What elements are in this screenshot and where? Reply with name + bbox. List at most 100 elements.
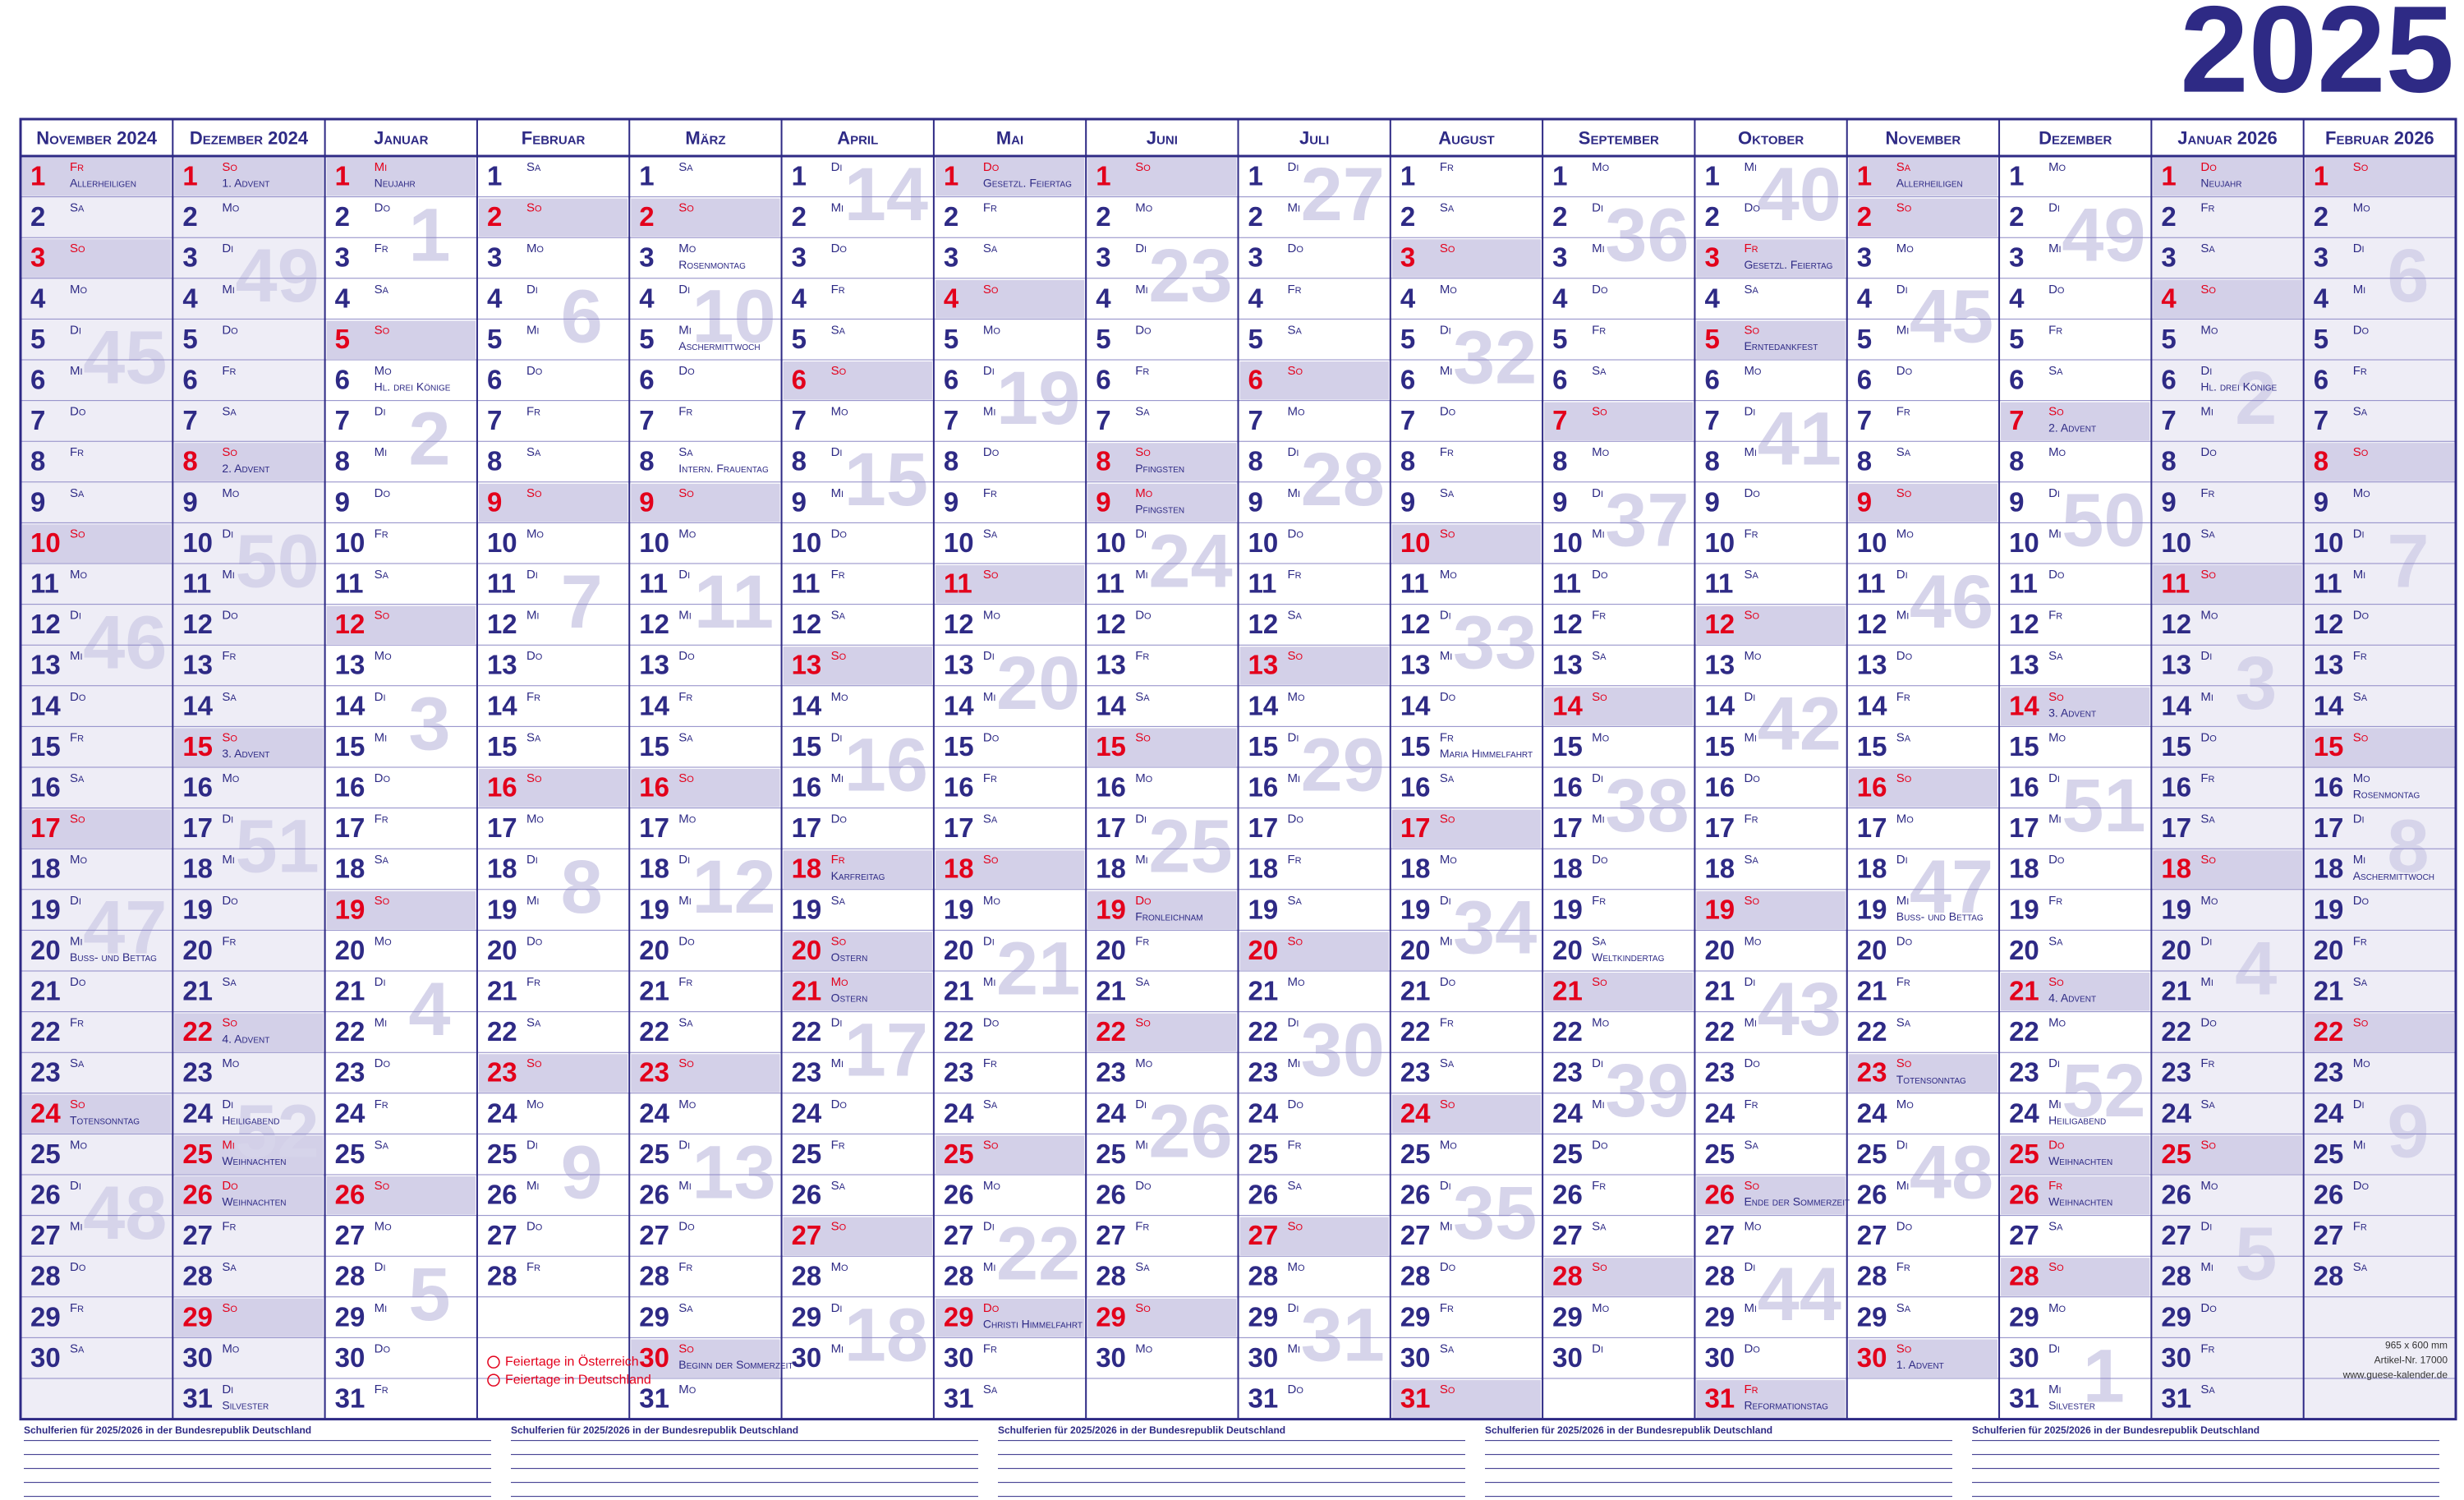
- day-number: 26: [182, 1180, 213, 1210]
- weekday: Di: [1592, 1056, 1603, 1070]
- weekday: Mo: [1135, 201, 1152, 215]
- day-number: 10: [335, 527, 365, 558]
- weekday: Sa: [1592, 1220, 1607, 1234]
- day-number: 27: [639, 1220, 669, 1250]
- day-number: 3: [2314, 242, 2328, 273]
- weekday: Mi: [1288, 201, 1301, 215]
- weekday: So: [1896, 771, 1912, 785]
- day-number: 6: [30, 365, 45, 395]
- weekday: Di: [2200, 1220, 2212, 1234]
- day-number: 8: [487, 446, 502, 476]
- day-number: 2: [1704, 201, 1719, 232]
- weekday: So: [983, 568, 999, 582]
- weekday: Mi: [2200, 1260, 2213, 1274]
- weekday: Mo: [375, 649, 392, 663]
- day-number: 27: [2161, 1220, 2191, 1250]
- day-number: 21: [335, 976, 365, 1006]
- day-number: 7: [944, 405, 958, 435]
- weekday: Fr: [678, 405, 692, 419]
- weekday: Mi: [70, 934, 83, 948]
- day-number: 6: [1704, 365, 1719, 395]
- month-header: Januar 2026: [2177, 127, 2277, 148]
- day-number: 2: [639, 201, 654, 232]
- weekday: Sa: [2200, 1097, 2215, 1111]
- week-number: 35: [1453, 1171, 1537, 1255]
- day-number: 16: [182, 772, 213, 803]
- day-number: 13: [2009, 650, 2039, 680]
- day-number: 11: [792, 568, 821, 599]
- day-note: Intern. Frauentag: [678, 462, 769, 475]
- holiday-shade: [326, 890, 476, 930]
- weekday: Di: [1592, 201, 1603, 215]
- weekday: Fr: [2353, 1220, 2367, 1234]
- day-number: 24: [335, 1097, 365, 1128]
- day-note: Neujahr: [2200, 177, 2241, 190]
- day-number: 28: [1248, 1261, 1279, 1291]
- holiday-table: [24, 1440, 491, 1498]
- weekday: Di: [375, 975, 386, 989]
- weekday: Do: [222, 894, 238, 908]
- day-number: 17: [1704, 812, 1735, 843]
- weekday: Do: [526, 934, 543, 948]
- weekday: Mo: [678, 242, 696, 255]
- holiday-shade: [1239, 932, 1389, 970]
- weekday: Di: [1440, 894, 1451, 908]
- day-number: 12: [792, 609, 822, 639]
- weekday: So: [1744, 1179, 1759, 1193]
- day-number: 17: [2009, 812, 2039, 843]
- day-note: Heiligabend: [222, 1114, 279, 1127]
- legend-marker: [487, 1355, 500, 1369]
- day-number: 23: [1400, 1057, 1431, 1088]
- weekday: Di: [222, 242, 233, 255]
- day-number: 23: [182, 1057, 213, 1088]
- day-number: 12: [1704, 609, 1735, 639]
- day-number: 2: [944, 201, 958, 232]
- day-number: 2: [335, 201, 350, 232]
- day-number: 3: [1248, 242, 1263, 273]
- weekday: Fr: [1592, 609, 1606, 623]
- day-number: 9: [30, 486, 45, 517]
- weekday: Fr: [1744, 527, 1758, 541]
- day-number: 13: [335, 650, 365, 680]
- weekday: So: [2200, 853, 2216, 867]
- weekday: So: [831, 364, 847, 378]
- weekday: So: [1592, 405, 1607, 419]
- weekday: Do: [1440, 405, 1456, 419]
- weekday: Di: [1744, 1260, 1755, 1274]
- day-number: 17: [792, 812, 822, 843]
- weekday: Do: [1896, 934, 1913, 948]
- weekday: Sa: [1288, 609, 1303, 623]
- holiday-shade: [1239, 646, 1389, 685]
- weekday: Di: [1440, 1179, 1451, 1193]
- day-number: 29: [335, 1301, 365, 1332]
- weekday: Sa: [1896, 1301, 1911, 1315]
- day-note: 3. Advent: [222, 747, 269, 760]
- day-number: 1: [1400, 161, 1415, 191]
- day-number: 30: [1400, 1342, 1431, 1373]
- week-number: 6: [2387, 234, 2429, 318]
- day-note: 2. Advent: [2048, 421, 2096, 434]
- weekday: Do: [1744, 1056, 1760, 1070]
- day-number: 27: [1096, 1220, 1126, 1250]
- day-number: 5: [1096, 324, 1110, 354]
- day-number: 2: [30, 201, 45, 232]
- day-number: 15: [1248, 731, 1279, 762]
- holiday-shade: [174, 1298, 324, 1337]
- weekday: Di: [70, 894, 81, 908]
- weekday: Di: [222, 812, 233, 826]
- weekday: So: [1896, 201, 1912, 215]
- weekday: So: [1744, 609, 1759, 623]
- weekday: Fr: [1440, 1016, 1454, 1030]
- weekday: So: [1288, 364, 1303, 378]
- day-number: 2: [1248, 201, 1263, 232]
- day-number: 1: [487, 161, 502, 191]
- holiday-shade: [2001, 973, 2150, 1011]
- day-number: 3: [335, 242, 350, 273]
- holiday-shade: [1391, 524, 1542, 563]
- day-number: 21: [1096, 976, 1126, 1006]
- day-number: 20: [944, 935, 974, 965]
- holiday-shade: [1848, 1054, 1998, 1093]
- weekday: Mo: [1288, 690, 1305, 704]
- weekday: Mi: [2200, 975, 2213, 989]
- day-number: 29: [639, 1301, 669, 1332]
